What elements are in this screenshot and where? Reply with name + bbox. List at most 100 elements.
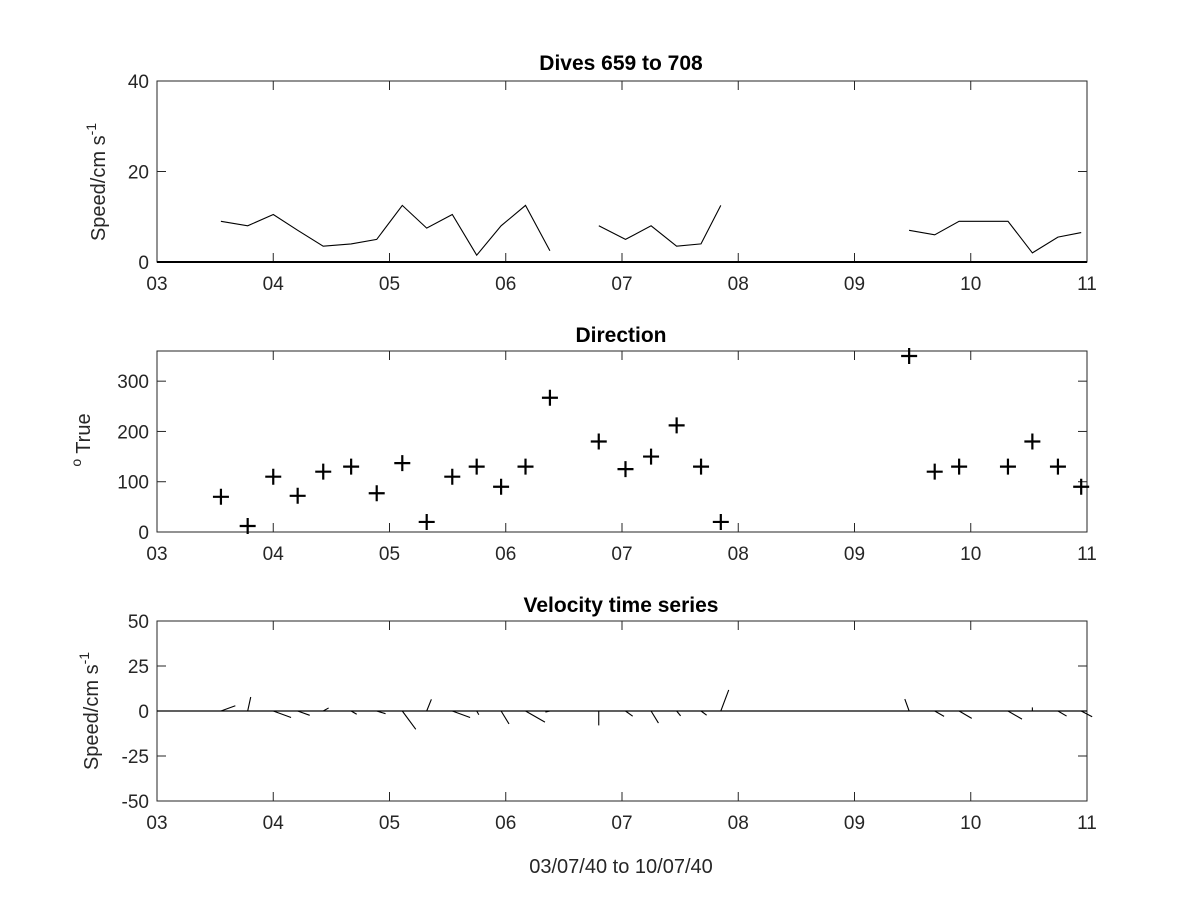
velocity-x-tick-label: 11 [1077, 813, 1097, 834]
direction-plus-marker [315, 463, 332, 480]
direction-x-tick-label: 03 [146, 544, 167, 565]
velocity-stick-vector [322, 707, 329, 712]
speed-x-tick-label: 04 [263, 274, 285, 295]
speed-panel-ylabel: Speed/cm s-1 [83, 123, 110, 241]
velocity-panel-title: Velocity time series [524, 594, 719, 617]
velocity-x-tick-label: 10 [960, 813, 981, 834]
speed-x-tick-label: 11 [1077, 274, 1097, 295]
speed-x-tick-label: 07 [611, 274, 632, 295]
velocity-plot-area: 03 04 05 06 07 08 09 10 11 -50 -25 0 25 50 [122, 612, 1097, 834]
velocity-stick-vector [401, 710, 417, 730]
velocity-x-tick-label: 03 [146, 813, 167, 834]
direction-ylabel-sup: o [68, 459, 84, 467]
speed-x-tick-label: 05 [379, 274, 400, 295]
speed-x-tick-label: 08 [728, 274, 749, 295]
direction-plus-marker [493, 478, 510, 495]
velocity-y-tick-label: 50 [128, 612, 149, 633]
velocity-ylabel-main: Speed/cm s [81, 664, 103, 770]
direction-x-tick-label: 09 [844, 544, 865, 565]
velocity-stick-vector [720, 689, 730, 712]
velocity-stick-vector [452, 710, 471, 718]
direction-ylabel-main: True [73, 413, 95, 453]
velocity-y-tick-label: -25 [122, 747, 149, 768]
speed-y-tick-label: 40 [128, 72, 149, 93]
speed-plot-area: 03 04 05 06 07 08 09 10 11 0 20 40 [128, 72, 1097, 295]
direction-plus-marker [901, 348, 918, 365]
velocity-stick-vector [476, 710, 480, 716]
direction-plus-marker [343, 458, 360, 475]
velocity-x-tick-label: 05 [379, 813, 400, 834]
velocity-stick-vector [700, 710, 707, 716]
velocity-x-tick-label: 06 [495, 813, 516, 834]
direction-panel: Direction o True 03 04 05 06 07 08 09 10 11 0 100 20… [68, 324, 1097, 565]
direction-plus-marker [368, 485, 385, 502]
direction-plus-marker [265, 468, 282, 485]
velocity-stick-vector [500, 710, 510, 725]
direction-y-tick-label: 200 [117, 422, 149, 443]
velocity-y-tick-label: -50 [122, 792, 149, 813]
direction-x-tick-label: 04 [263, 544, 285, 565]
speed-x-tick-label: 03 [146, 274, 167, 295]
velocity-stick-vector [625, 710, 634, 717]
velocity-panel-ylabel: Speed/cm s-1 [76, 652, 103, 770]
velocity-stick-vector [1080, 710, 1093, 718]
direction-plus-marker [951, 458, 968, 475]
velocity-stick-vector [545, 710, 551, 713]
speed-y-tick-label: 0 [138, 253, 149, 274]
velocity-y-tick-label: 0 [138, 702, 149, 723]
velocity-x-tick-label: 07 [611, 813, 632, 834]
direction-x-tick-label: 05 [379, 544, 400, 565]
direction-panel-title: Direction [575, 324, 666, 347]
direction-x-tick-label: 10 [960, 544, 981, 565]
direction-panel-ylabel: o True [68, 413, 95, 466]
direction-plus-marker [212, 488, 229, 505]
direction-plus-marker [712, 513, 729, 530]
velocity-stick-vector [676, 710, 682, 717]
direction-plus-marker [693, 458, 710, 475]
direction-plus-marker [617, 461, 634, 478]
velocity-stick-vector [273, 710, 292, 718]
direction-plus-marker [926, 463, 943, 480]
direction-plus-marker [668, 417, 685, 434]
speed-x-tick-label: 06 [495, 274, 516, 295]
direction-plus-marker [444, 468, 461, 485]
velocity-stick-vector [904, 698, 910, 712]
direction-plus-marker [418, 513, 435, 530]
direction-x-tick-label: 08 [728, 544, 749, 565]
speed-panel: Dives 659 to 708 Speed/cm s-1 03 04 05 06 07… [83, 52, 1097, 295]
speed-x-tick-label: 10 [960, 274, 981, 295]
direction-plus-marker [239, 517, 256, 534]
velocity-stick-vector [650, 710, 659, 724]
direction-plot-area: 03 04 05 06 07 08 09 10 11 0 100 200 300 [117, 348, 1097, 565]
direction-plus-marker [517, 458, 534, 475]
direction-plus-marker [590, 433, 607, 450]
direction-plus-marker [1073, 478, 1090, 495]
velocity-stick-vector [220, 705, 236, 712]
direction-y-tick-label: 100 [117, 473, 149, 494]
direction-plus-marker [999, 458, 1016, 475]
speed-y-tick-label: 20 [128, 163, 149, 184]
velocity-panel-xlabel: 03/07/40 to 10/07/40 [529, 856, 713, 878]
velocity-stick-vector [247, 696, 252, 712]
speed-x-tick-label: 09 [844, 274, 865, 295]
direction-plus-marker [289, 487, 306, 504]
velocity-stick-vector [1057, 710, 1067, 717]
velocity-stick-vector [297, 710, 310, 716]
direction-plus-marker [1024, 433, 1041, 450]
direction-x-tick-label: 11 [1077, 544, 1097, 565]
velocity-ylabel-sup: -1 [76, 652, 92, 665]
velocity-stick-vector [934, 710, 945, 717]
speed-series-line-2 [598, 205, 722, 247]
direction-y-tick-label: 0 [138, 523, 149, 544]
velocity-stick-vector [376, 710, 386, 715]
speed-series-line-3 [909, 220, 1082, 254]
velocity-stick-vector [958, 710, 973, 719]
direction-plus-marker [541, 389, 558, 406]
velocity-stick-vector [350, 710, 357, 715]
speed-series-line-1 [220, 204, 551, 257]
direction-x-tick-label: 06 [495, 544, 516, 565]
speed-panel-title: Dives 659 to 708 [539, 52, 703, 75]
velocity-y-tick-label: 25 [128, 657, 149, 678]
